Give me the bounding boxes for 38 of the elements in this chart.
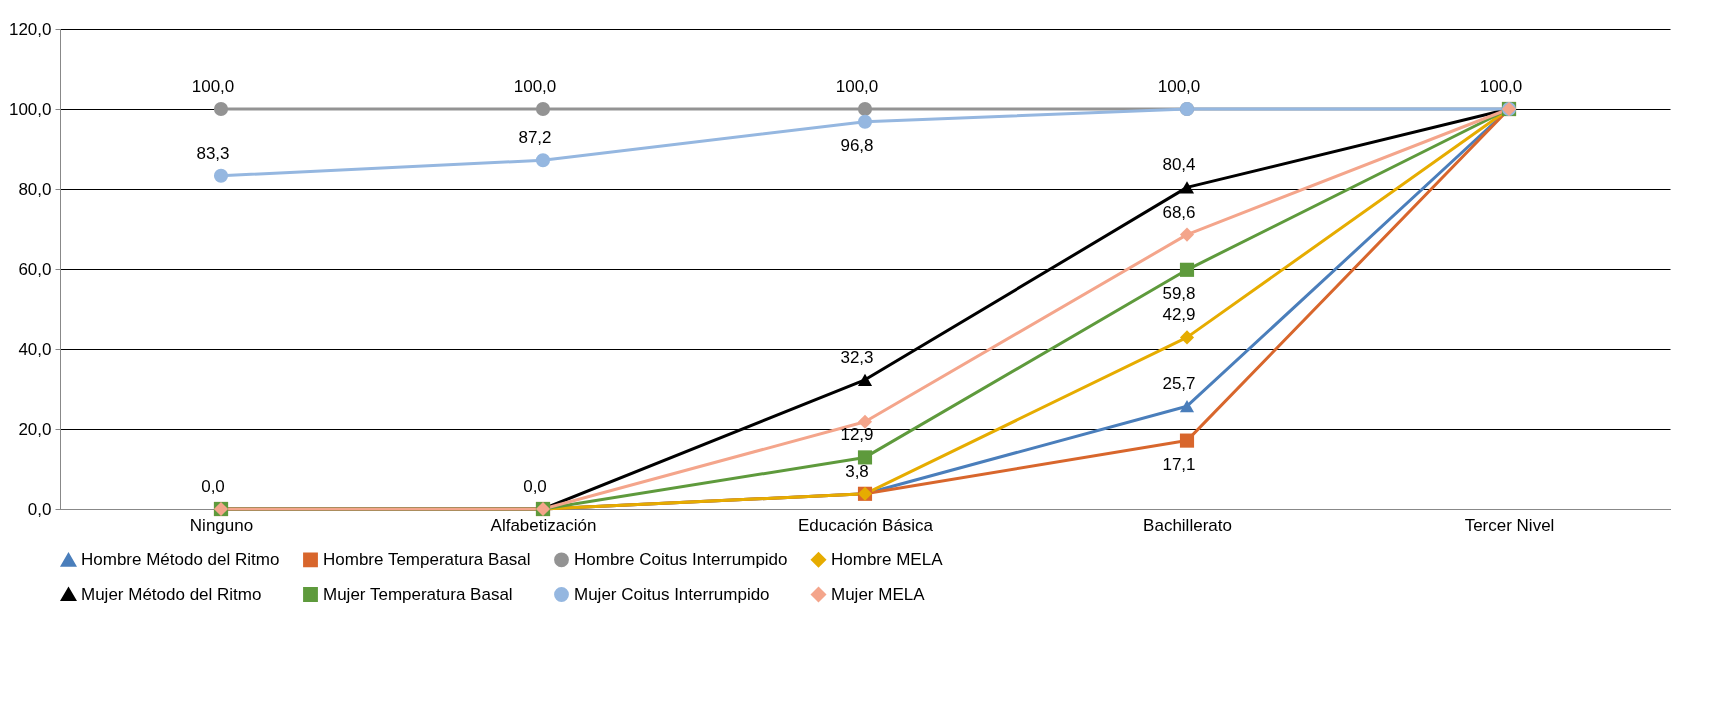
data-label: 87,2	[518, 128, 552, 148]
data-label: 17,1	[1162, 454, 1196, 474]
legend-label: Mujer Temperatura Basal	[323, 584, 513, 604]
data-label: 100,0	[191, 77, 235, 96]
data-label: 0,0	[523, 477, 547, 496]
data-label: 3,8	[845, 461, 869, 481]
x-tick-label: Alfabetización	[490, 515, 597, 535]
legend-label: Mujer Método del Ritmo	[81, 584, 262, 604]
data-label: 100,0	[1479, 77, 1523, 96]
data-label: 59,8	[1162, 283, 1196, 303]
data-label: 100,0	[1157, 77, 1201, 96]
y-tick-label: 40,0	[18, 339, 52, 359]
x-tick-label: Tercer Nivel	[1464, 515, 1555, 535]
legend-label: Mujer Coitus Interrumpido	[574, 584, 770, 604]
legend-label: Hombre MELA	[831, 549, 944, 569]
data-label: 42,9	[1162, 305, 1196, 325]
x-tick-label: Educación Básica	[797, 515, 934, 535]
legend-label: Mujer MELA	[831, 584, 926, 604]
data-label: 100,0	[835, 77, 879, 96]
y-tick-label: 0,0	[27, 499, 52, 519]
y-tick-label: 100,0	[8, 99, 52, 119]
y-tick-label: 20,0	[18, 419, 52, 439]
x-tick-label: Bachillerato	[1143, 515, 1232, 535]
data-label: 80,4	[1162, 155, 1196, 175]
y-tick-label: 80,0	[18, 179, 52, 199]
legend-label: Hombre Coitus Interrumpido	[574, 549, 788, 569]
legend-label: Hombre Método del Ritmo	[81, 550, 280, 570]
legend-label: Hombre Temperatura Basal	[323, 549, 531, 569]
y-tick-label: 120,0	[8, 19, 52, 39]
data-label: 0,0	[201, 477, 225, 496]
data-label: 25,7	[1162, 374, 1196, 394]
data-label: 32,3	[840, 347, 874, 367]
y-tick-label: 60,0	[18, 259, 52, 279]
data-label: 83,3	[196, 143, 230, 163]
data-label: 100,0	[513, 77, 557, 96]
data-label: 68,6	[1162, 202, 1196, 222]
x-tick-label: Ninguno	[189, 515, 254, 535]
data-label: 96,8	[840, 135, 874, 155]
